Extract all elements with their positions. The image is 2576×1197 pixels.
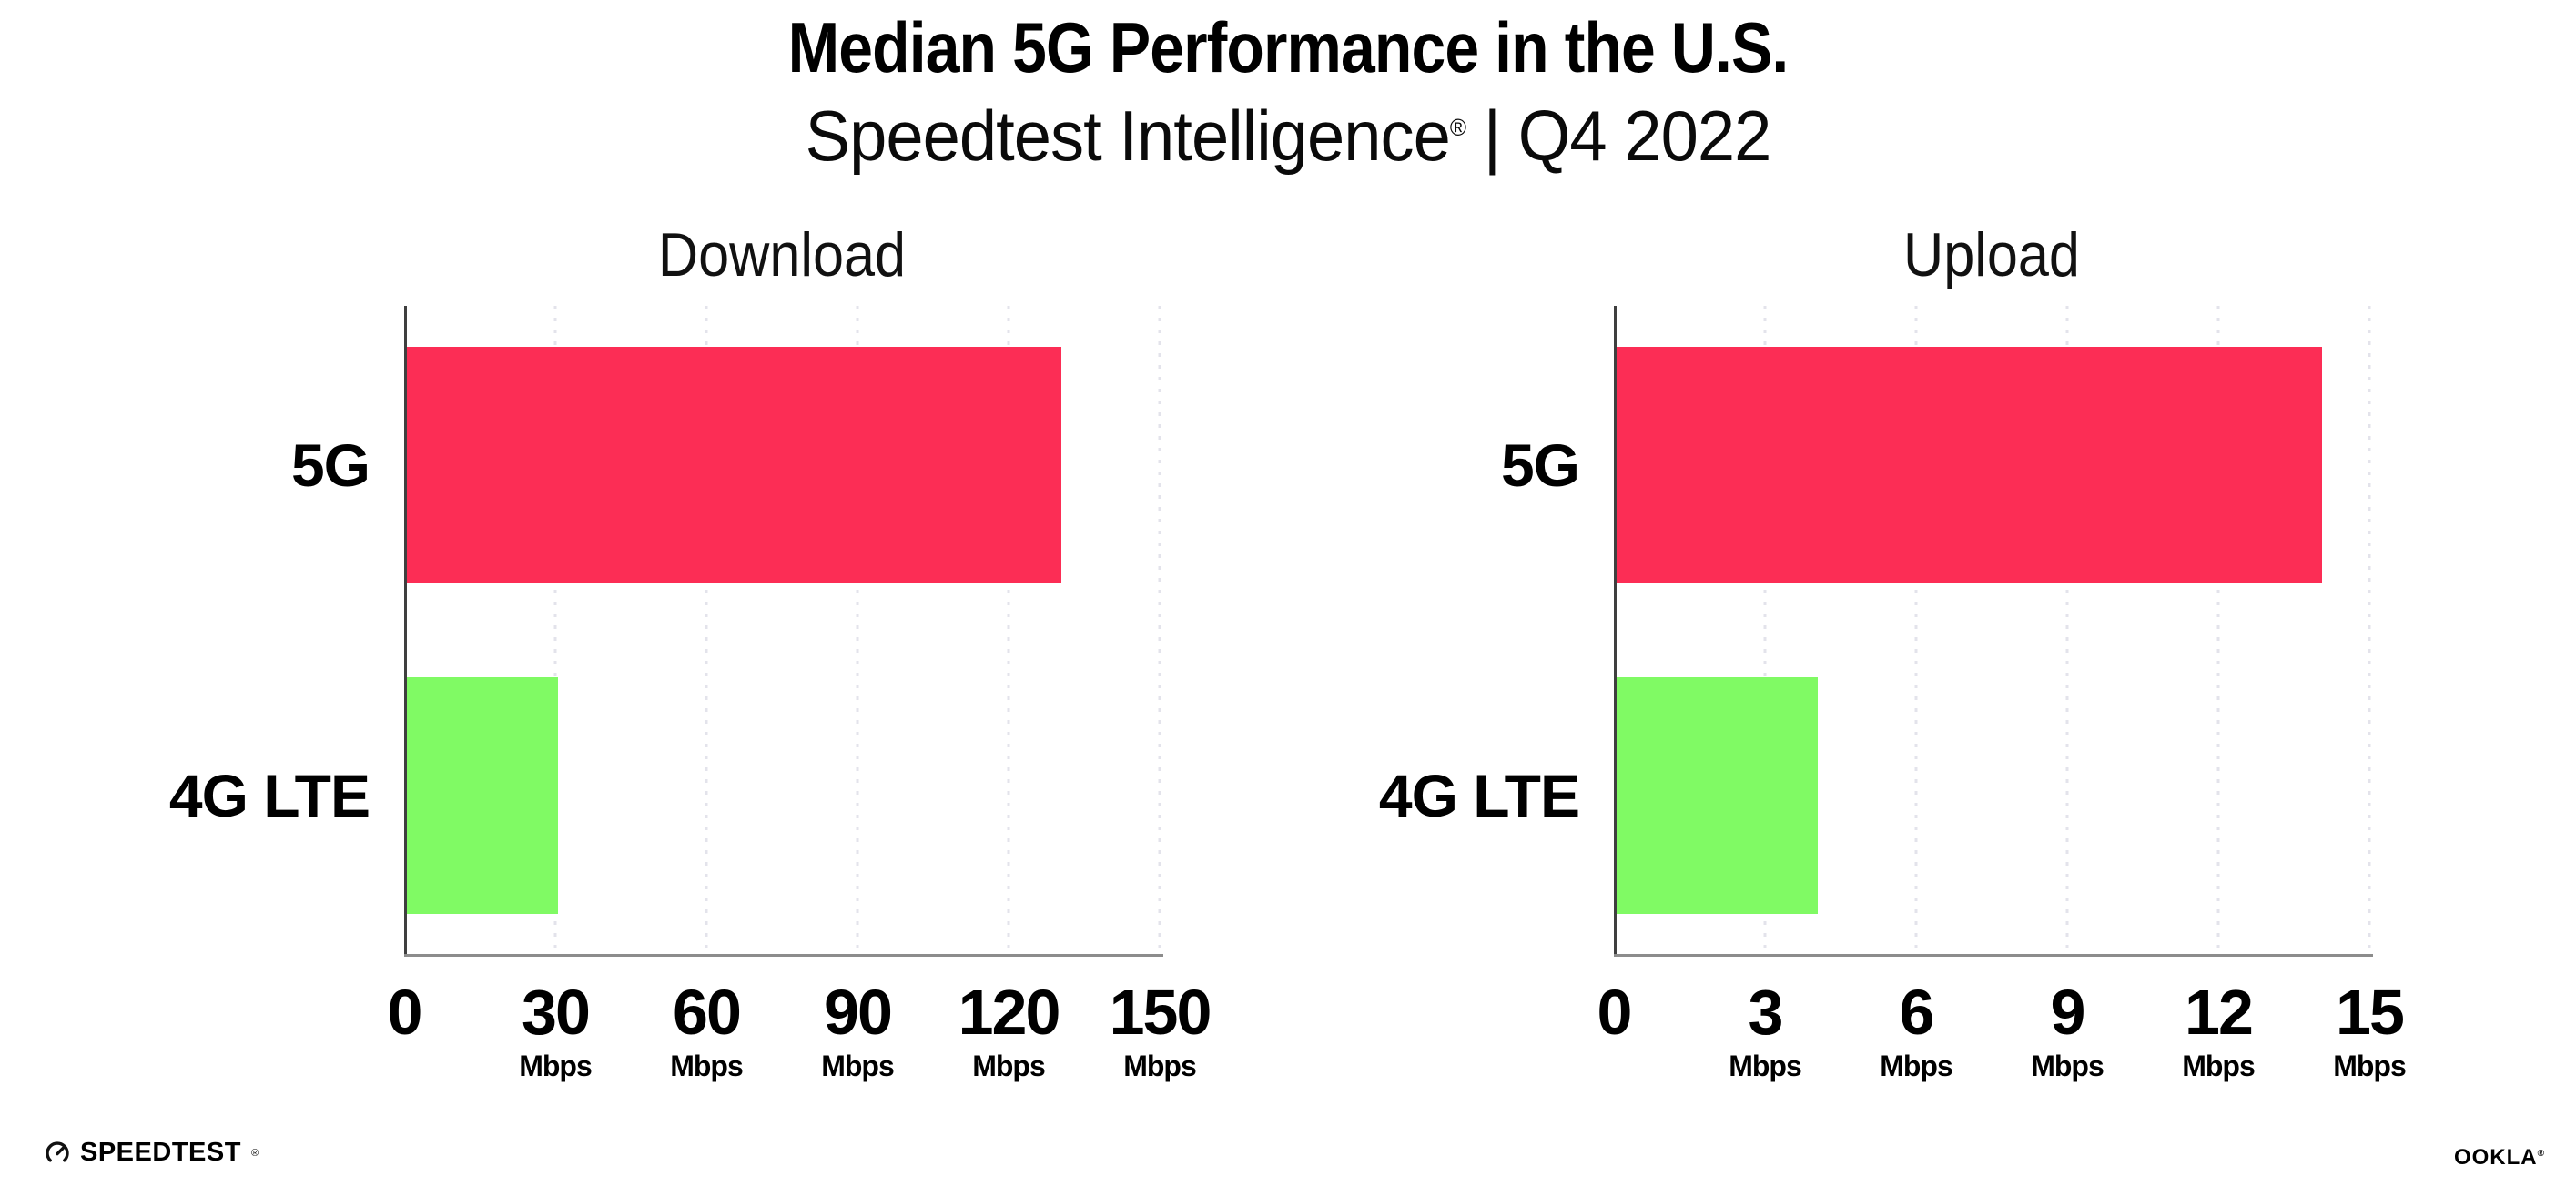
x-tick: 6 Mbps [1880, 977, 1953, 1082]
bar-5g [407, 347, 1062, 583]
x-tick: 90 Mbps [821, 977, 895, 1082]
x-tick: 60 Mbps [670, 977, 744, 1082]
x-tick-unit: Mbps [2182, 1050, 2256, 1082]
upload-chart-title: Upload [1903, 220, 2080, 289]
x-tick-unit: Mbps [1729, 1050, 1802, 1082]
gridline [856, 306, 859, 954]
gridline [1158, 306, 1161, 954]
gridline [2065, 306, 2069, 954]
x-tick-unit: Mbps [1123, 1050, 1197, 1082]
x-tick: 120 Mbps [958, 977, 1061, 1082]
x-tick-unit: Mbps [519, 1050, 593, 1082]
x-tick-unit: Mbps [972, 1050, 1046, 1082]
page-subtitle: Speedtest Intelligence® | Q4 2022 [65, 96, 2512, 176]
y-axis-line [404, 306, 407, 956]
gridline [1914, 306, 1918, 954]
gridline [553, 306, 557, 954]
x-tick-unit: Mbps [821, 1050, 895, 1082]
page-title: Median 5G Performance in the U.S. [787, 7, 1790, 87]
bar-5g [1617, 347, 2322, 583]
x-tick-value: 90 [824, 977, 893, 1048]
subtitle-period: | Q4 2022 [1465, 96, 1772, 176]
speedtest-logo-text: SPEEDTEST [80, 1138, 241, 1167]
x-tick-value: 3 [1748, 977, 1784, 1048]
x-tick-value: 6 [1899, 977, 1935, 1048]
x-tick-value: 30 [522, 977, 591, 1048]
gridline [705, 306, 708, 954]
download-chart: Download 0 30 Mbps 60 Mbps 90 Mbps 120 Mbps 150 Mb… [169, 224, 1212, 1080]
category-label-5g: 5G [1500, 431, 1580, 499]
x-tick: 9 Mbps [2031, 980, 2104, 1080]
x-tick-unit: Mbps [670, 1050, 744, 1082]
gridline [2216, 306, 2220, 954]
x-tick-value: 120 [958, 977, 1061, 1048]
x-tick: 3 Mbps [1729, 977, 1802, 1082]
ookla-logo-text: OOKLA [2453, 1145, 2538, 1170]
x-tick-unit: Mbps [2333, 1050, 2407, 1082]
x-tick: 0 [1597, 977, 1633, 1048]
gridline [1007, 306, 1010, 954]
ookla-registered-mark-icon: ® [2537, 1149, 2545, 1159]
bar-4g-lte [407, 677, 558, 914]
x-tick-value: 12 [2185, 977, 2254, 1048]
x-tick: 150 Mbps [1109, 977, 1212, 1082]
x-tick: 0 [387, 977, 423, 1048]
ookla-logo: OOKLA® [2454, 1147, 2545, 1169]
x-tick-value: 9 [2050, 977, 2086, 1048]
x-tick-value: 60 [673, 977, 742, 1048]
x-tick-value: 0 [1597, 977, 1633, 1048]
gridline [2368, 306, 2371, 954]
category-label-5g: 5G [290, 431, 370, 499]
x-tick-value: 15 [2336, 977, 2405, 1048]
category-label-4g-lte: 4G LTE [168, 762, 370, 829]
bar-4g-lte [1617, 677, 1819, 914]
download-chart-title: Download [657, 220, 907, 289]
x-axis-line [1614, 954, 2373, 957]
x-tick: 15 Mbps [2333, 977, 2407, 1082]
gridline [1763, 306, 1767, 954]
upload-chart: Upload 0 3 Mbps 6 Mbps 9 Mbps 12 Mbps 15 Mbps 5G 4G … [1379, 224, 2407, 1080]
x-tick-value: 0 [387, 977, 423, 1048]
x-axis-line [404, 954, 1163, 957]
category-label-4g-lte: 4G LTE [1378, 762, 1580, 829]
registered-trademark-icon: ® [1449, 114, 1466, 141]
x-tick-unit: Mbps [1880, 1050, 1953, 1082]
subtitle-product: Speedtest Intelligence [805, 96, 1451, 176]
x-tick: 12 Mbps [2182, 977, 2256, 1082]
y-axis-line [1614, 306, 1617, 956]
x-tick-value: 150 [1109, 977, 1212, 1048]
x-tick-unit: Mbps [2031, 1050, 2104, 1082]
x-tick: 30 Mbps [519, 977, 593, 1082]
speedtest-logo: SPEEDTEST ® [45, 1140, 259, 1166]
speedtest-gauge-icon [46, 1141, 69, 1161]
